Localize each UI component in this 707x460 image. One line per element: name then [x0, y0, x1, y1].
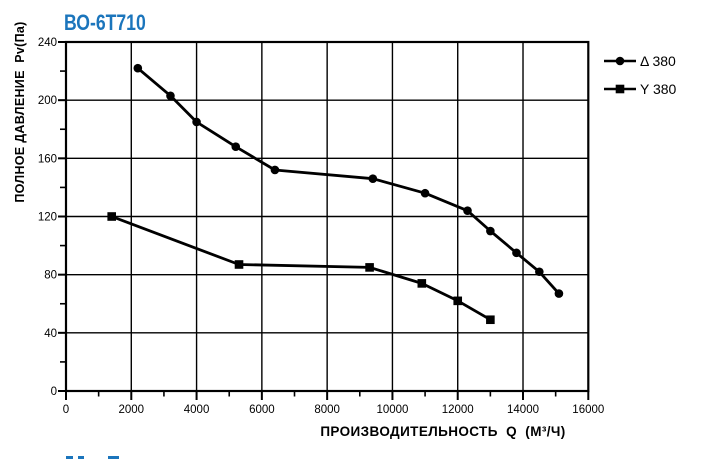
y-tick-label: 160 — [38, 153, 57, 165]
x-tick-label: 2000 — [118, 404, 144, 416]
x-tick-label: 10000 — [376, 404, 408, 416]
legend-label-y-380: Y 380 — [640, 81, 677, 97]
y-tick-label: 80 — [44, 270, 57, 282]
data-point-delta-380 — [192, 117, 201, 127]
series-line-delta-380 — [136, 66, 561, 296]
data-point-delta-380 — [535, 267, 544, 277]
legend-line-circle-icon — [604, 56, 636, 66]
y-tick-label: 0 — [51, 386, 57, 398]
x-tick-label: 12000 — [442, 404, 474, 416]
chart-legend: Δ 380 Y 380 — [604, 49, 676, 101]
cropped-next-title-fragment — [108, 456, 119, 459]
data-point-delta-380 — [420, 188, 430, 198]
x-tick-label: 6000 — [249, 404, 275, 416]
data-point-delta-380 — [231, 142, 241, 151]
data-point-y-380 — [417, 279, 427, 288]
data-point-delta-380 — [368, 174, 378, 183]
data-point-y-380 — [107, 212, 117, 221]
data-point-y-380 — [486, 315, 495, 325]
x-tick-label: 0 — [63, 404, 69, 416]
data-point-y-380 — [234, 260, 244, 269]
x-tick-label: 4000 — [184, 404, 210, 416]
y-tick-label: 120 — [38, 212, 57, 224]
x-tick-label: 14000 — [507, 404, 539, 416]
legend-line-square-icon — [604, 84, 636, 94]
y-tick-label: 240 — [38, 37, 57, 49]
data-point-delta-380 — [463, 206, 472, 215]
data-point-y-380 — [365, 263, 374, 272]
data-point-delta-380 — [512, 248, 521, 258]
x-tick-label: 8000 — [314, 404, 340, 416]
cropped-next-title-fragment — [66, 456, 73, 459]
y-tick-label: 40 — [44, 328, 57, 340]
data-point-delta-380 — [270, 165, 280, 175]
x-axis-title: ПРОИЗВОДИТЕЛЬНОСТЬ Q (М³/Ч) — [320, 424, 566, 439]
data-point-delta-380 — [554, 289, 564, 298]
legend-label-delta-380: Δ 380 — [640, 53, 676, 69]
legend-item-delta-380: Δ 380 — [604, 49, 676, 73]
x-tick-label: 16000 — [572, 404, 604, 416]
chart-title: ВО-6Т710 — [64, 10, 146, 35]
cropped-next-title-fragment — [78, 456, 84, 459]
y-tick-label: 200 — [38, 95, 57, 107]
y-axis-title: ПОЛНОЕ ДАВЛЕНИЕ Pv(Па) — [13, 21, 27, 203]
data-point-y-380 — [453, 296, 463, 306]
series-line-y-380 — [110, 215, 492, 322]
data-point-delta-380 — [133, 63, 143, 73]
legend-item-y-380: Y 380 — [604, 77, 676, 101]
data-point-delta-380 — [486, 226, 495, 236]
data-point-delta-380 — [166, 91, 175, 101]
